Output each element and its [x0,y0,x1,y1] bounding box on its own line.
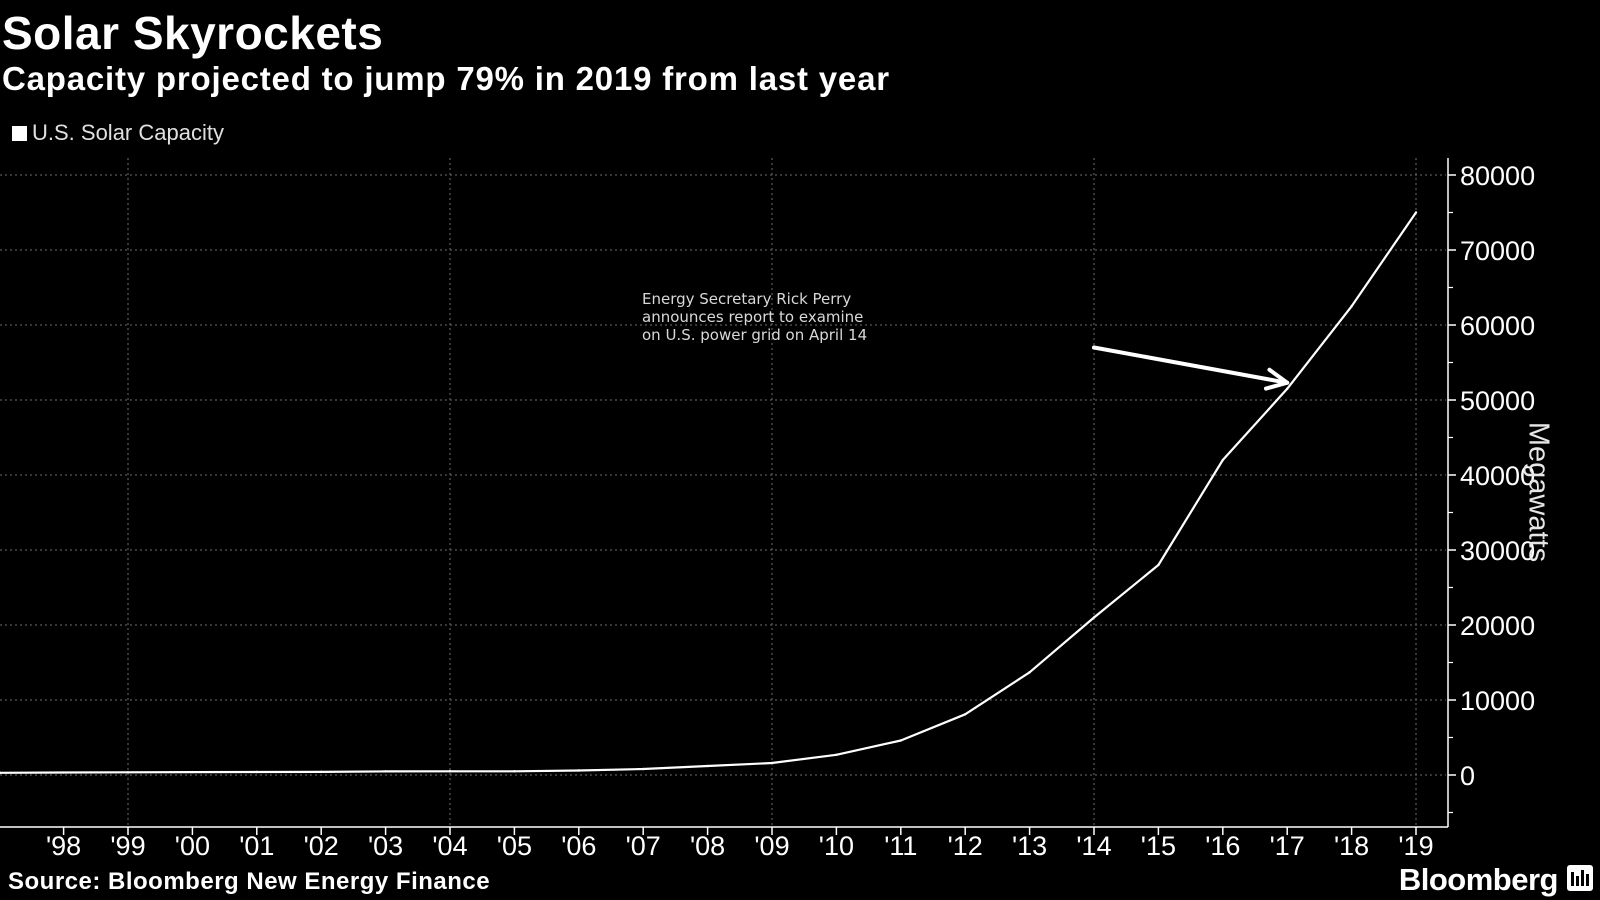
data-point [384,770,387,773]
annotation-line: announces report to examine [642,308,864,326]
horizontal-grid [0,174,1446,776]
data-point [1092,616,1096,619]
data-point [899,739,902,742]
x-tick-label: '06 [561,831,596,861]
data-point [126,771,130,774]
data-point [835,753,838,756]
chart-title: Solar Skyrockets [2,7,384,59]
y-tick-label: 70000 [1460,236,1535,266]
vertical-grid [127,158,1417,827]
y-tick-label: 50000 [1460,386,1535,416]
x-tick-label: '03 [368,831,403,861]
x-tick-label: '01 [239,831,274,861]
data-point [320,770,323,774]
y-tick-label: 60000 [1460,311,1535,341]
y-tick-label: 20000 [1460,611,1535,641]
bloomberg-terminal-icon [1567,865,1593,891]
source-note: Source: Bloomberg New Energy Finance [8,868,491,895]
data-point [513,770,516,773]
data-point [770,761,774,765]
x-tick-label: '02 [304,831,339,861]
x-tick-label: '08 [690,831,725,861]
y-tick-label: 40000 [1460,461,1535,491]
data-point [1350,305,1353,308]
legend: U.S. Solar Capacity [12,120,224,146]
y-axis-label: Megawatts [1522,421,1555,563]
x-tick-label: '12 [948,831,983,861]
x-tick-label: '15 [1141,831,1176,861]
x-tick-label: '10 [819,831,854,861]
annotation-text: Energy Secretary Rick Perry announces re… [642,290,912,344]
y-tick-label: 10000 [1460,686,1535,716]
data-point [642,767,645,771]
annotation-arrow-shaft [1092,345,1290,385]
x-tick-label: '17 [1270,831,1305,861]
data-point [1221,458,1225,462]
legend-label: U.S. Solar Capacity [32,120,224,145]
legend-swatch [12,125,27,141]
annotation-arrow-head [1263,367,1290,391]
data-point [706,764,709,768]
data-point [1414,211,1418,214]
axes [0,158,1456,835]
data-point [448,770,452,773]
chart-subtitle: Capacity projected to jump 79% in 2019 f… [2,60,890,97]
annotation-layer [1092,345,1290,391]
data-point [1157,563,1160,567]
data-point [0,771,2,774]
x-tick-label: '14 [1076,831,1111,861]
x-tick-label: '98 [46,831,81,861]
x-tick-label: '07 [626,831,661,861]
data-point [62,771,65,774]
data-point [1286,387,1289,390]
x-tick-label: '04 [432,831,467,861]
x-tick-label: '16 [1205,831,1240,861]
data-point [964,713,967,716]
x-tick-label: '09 [754,831,789,861]
annotation-line: on U.S. power grid on April 14 [642,326,868,344]
x-tick-label: '11 [884,831,917,861]
data-point [191,770,194,774]
y-tick-label: 30000 [1460,536,1535,566]
x-tick-label: '19 [1398,831,1433,861]
series-layer [0,211,1418,774]
x-tick-label: '00 [175,831,210,861]
x-tick-label: '05 [497,831,532,861]
x-axis-tick-labels: '98 '99 '00 '01 '02 '03 '04 '05 '06 '07 '08 '09 '10 '… [46,831,1434,861]
data-point [1028,671,1031,674]
data-point [577,769,580,772]
x-tick-label: '18 [1334,831,1369,861]
data-point [255,770,258,774]
y-axis-tick-labels: 0 10000 20000 30000 40000 50000 60000 70000 8000… [1460,161,1535,791]
y-tick-label: 80000 [1460,161,1535,191]
annotation-line: Energy Secretary Rick Perry [642,290,852,308]
x-tick-label: '13 [1012,831,1047,861]
y-tick-label: 0 [1460,761,1475,791]
x-tick-label: '99 [110,831,145,861]
brand-logo: Bloomberg [1398,862,1559,897]
